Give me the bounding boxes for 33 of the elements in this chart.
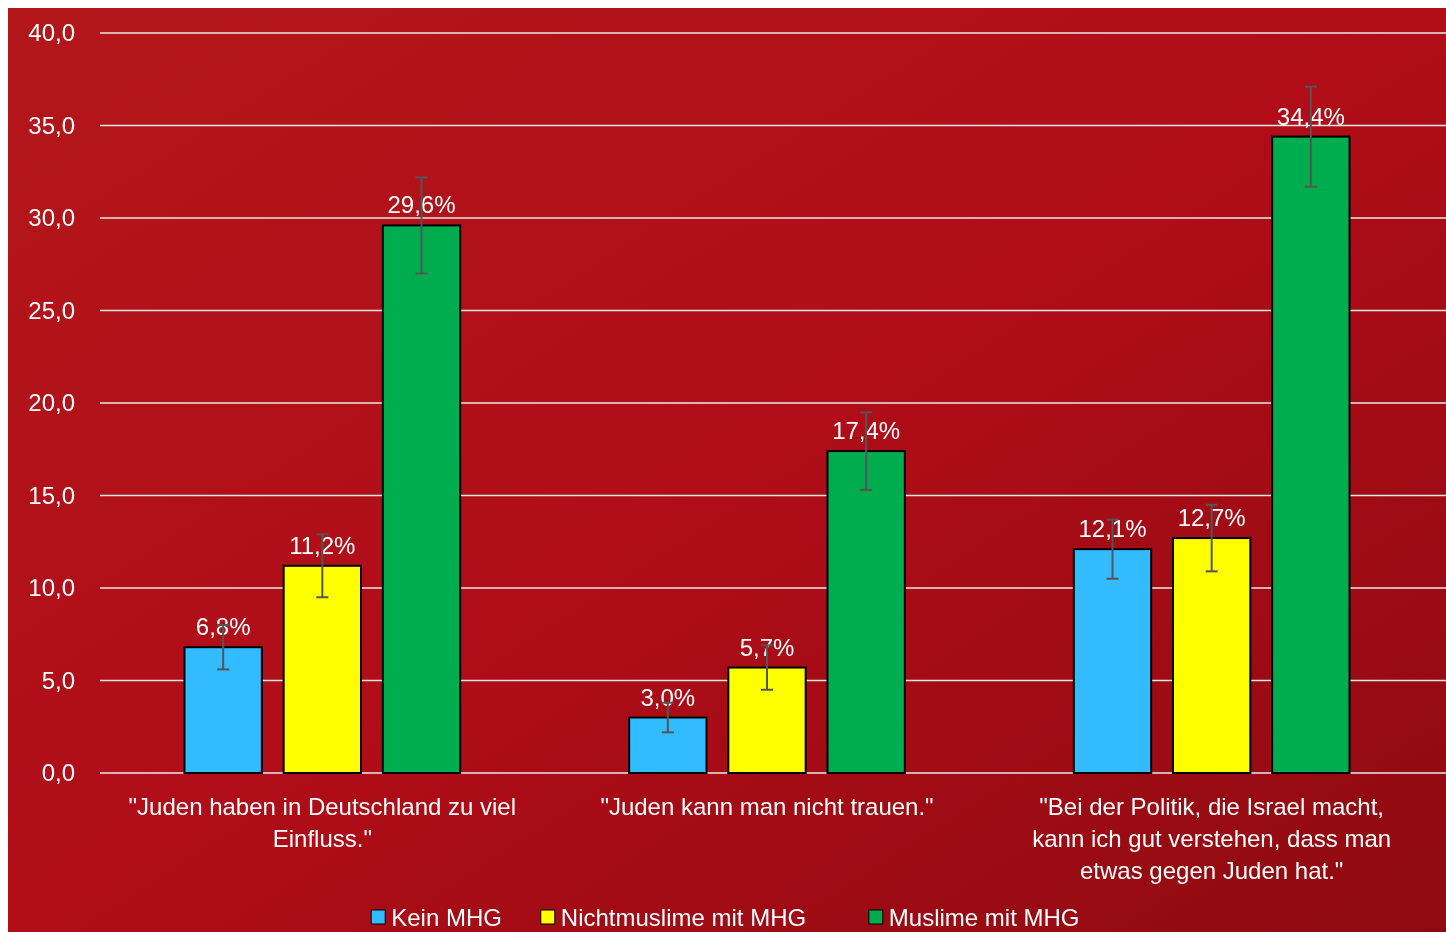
legend-label: Muslime mit MHG xyxy=(888,904,1080,931)
x-tick-label: "Juden kann man nicht trauen." xyxy=(600,793,934,820)
data-label: 11,2% xyxy=(289,531,356,559)
data-label: 17,4% xyxy=(832,417,901,445)
y-tick-label: 20,0 xyxy=(28,389,75,417)
y-tick-label: 5,0 xyxy=(41,666,75,694)
legend-label: Nichtmuslime mit MHG xyxy=(560,904,807,931)
bar xyxy=(1271,135,1351,774)
bar xyxy=(183,646,263,774)
data-label: 12,7% xyxy=(1177,504,1246,532)
data-label: 3,0% xyxy=(640,683,696,711)
data-label: 5,7% xyxy=(739,633,795,661)
bar xyxy=(1171,537,1252,774)
y-tick-label: 40,0 xyxy=(28,19,75,47)
data-label: 12,1% xyxy=(1078,515,1147,543)
bar xyxy=(826,450,906,774)
data-label: 34,4% xyxy=(1276,102,1345,130)
y-tick-label: 10,0 xyxy=(28,574,75,602)
y-tick-label: 25,0 xyxy=(28,296,75,324)
y-tick-label: 35,0 xyxy=(28,111,75,139)
bar xyxy=(381,224,462,774)
y-tick-label: 30,0 xyxy=(28,204,75,232)
bar xyxy=(628,716,708,774)
x-tick-label: "Bei der Politik, die Israel macht, kann ich gut verstehen, dass man etwas gegen Juden hat." xyxy=(1032,793,1392,884)
bar xyxy=(1072,548,1153,774)
data-label: 6,8% xyxy=(195,613,251,641)
data-label: 29,6% xyxy=(387,191,456,219)
x-tick-label: "Juden haben in Deutschland zu viel Einfluss." xyxy=(128,793,517,852)
bar xyxy=(282,564,363,774)
y-tick-label: 15,0 xyxy=(28,481,75,509)
bar xyxy=(727,666,807,774)
y-tick-label: 0,0 xyxy=(41,759,75,787)
legend-label: Kein MHG xyxy=(391,904,502,931)
